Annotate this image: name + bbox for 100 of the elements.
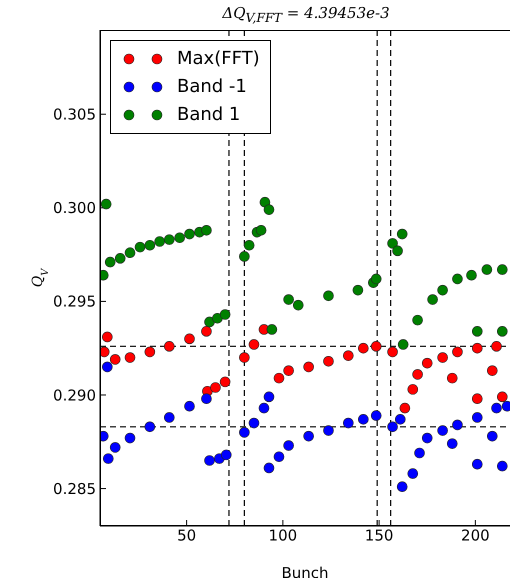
point [303,430,314,442]
point [323,290,334,302]
y-tick-label: 0.285 [53,480,96,498]
point [212,312,223,324]
point [220,309,230,320]
point [210,382,221,393]
point [102,362,113,372]
point [497,460,508,472]
point [114,253,126,264]
point [264,204,274,215]
point [124,247,136,258]
point [472,326,483,337]
point [264,392,274,402]
point [164,341,175,352]
point [482,264,492,275]
point [412,314,423,326]
point [283,294,294,305]
legend-label: Max(FFT) [177,47,260,71]
point [370,341,382,352]
point [446,438,458,449]
point [154,236,165,247]
point [110,354,121,365]
point [201,326,212,337]
point [486,365,498,376]
x-tick-label: 200 [461,526,490,545]
point [184,228,195,240]
point [124,432,136,444]
point [184,400,195,412]
point [248,418,260,428]
point [387,238,398,249]
point [248,339,260,350]
point [174,232,185,244]
point [352,284,364,296]
point [323,425,334,436]
point [256,224,266,236]
point [343,418,354,428]
point [323,356,334,367]
point [472,412,483,423]
point [220,450,232,460]
point [292,300,304,310]
point [201,393,212,404]
point [110,442,121,453]
point [452,274,463,284]
point [264,462,274,474]
point [497,326,508,337]
y-tick-label: 0.305 [53,106,96,124]
point [239,251,250,262]
point [407,384,418,395]
point [392,246,403,256]
point [387,346,398,358]
point [396,228,408,240]
point [204,316,215,328]
y-tick-label: 0.290 [53,386,96,404]
point [274,372,284,384]
point [102,453,114,464]
x-tick-label: 50 [177,526,196,545]
point [204,455,215,466]
point [472,393,483,404]
point [412,369,423,380]
point [497,392,508,402]
point [370,410,382,421]
point [437,352,448,363]
point [100,346,110,358]
x-tick-label: 150 [364,526,394,545]
y-tick-label: 0.295 [53,292,96,311]
chart-title: ΔQ$_{V,FFT}$ = 4.39453e-3 [221,4,391,25]
x-tick-label: 100 [268,526,298,545]
point [427,294,438,305]
point [422,358,433,368]
point [201,224,212,236]
point [144,422,156,432]
x-axis-title: Bunch [281,564,329,578]
point [258,402,270,414]
point [283,365,294,376]
point [266,324,278,335]
point [387,422,398,432]
legend-label: Band -1 [177,75,247,99]
y-tick-label: 0.300 [53,199,96,218]
point [472,458,483,470]
point [164,412,175,423]
point [437,425,448,436]
point [437,284,448,296]
point [144,240,156,251]
point [491,402,502,414]
point [274,451,284,462]
point [244,240,254,251]
point [164,234,175,245]
point [452,346,463,358]
point [124,352,136,363]
point [220,376,230,388]
point [144,346,156,358]
point [398,339,408,350]
point [396,481,408,492]
point [102,332,113,342]
point [358,342,369,354]
point [466,270,477,280]
point [370,274,382,284]
point [343,350,354,361]
point [100,198,112,210]
point [184,334,195,344]
